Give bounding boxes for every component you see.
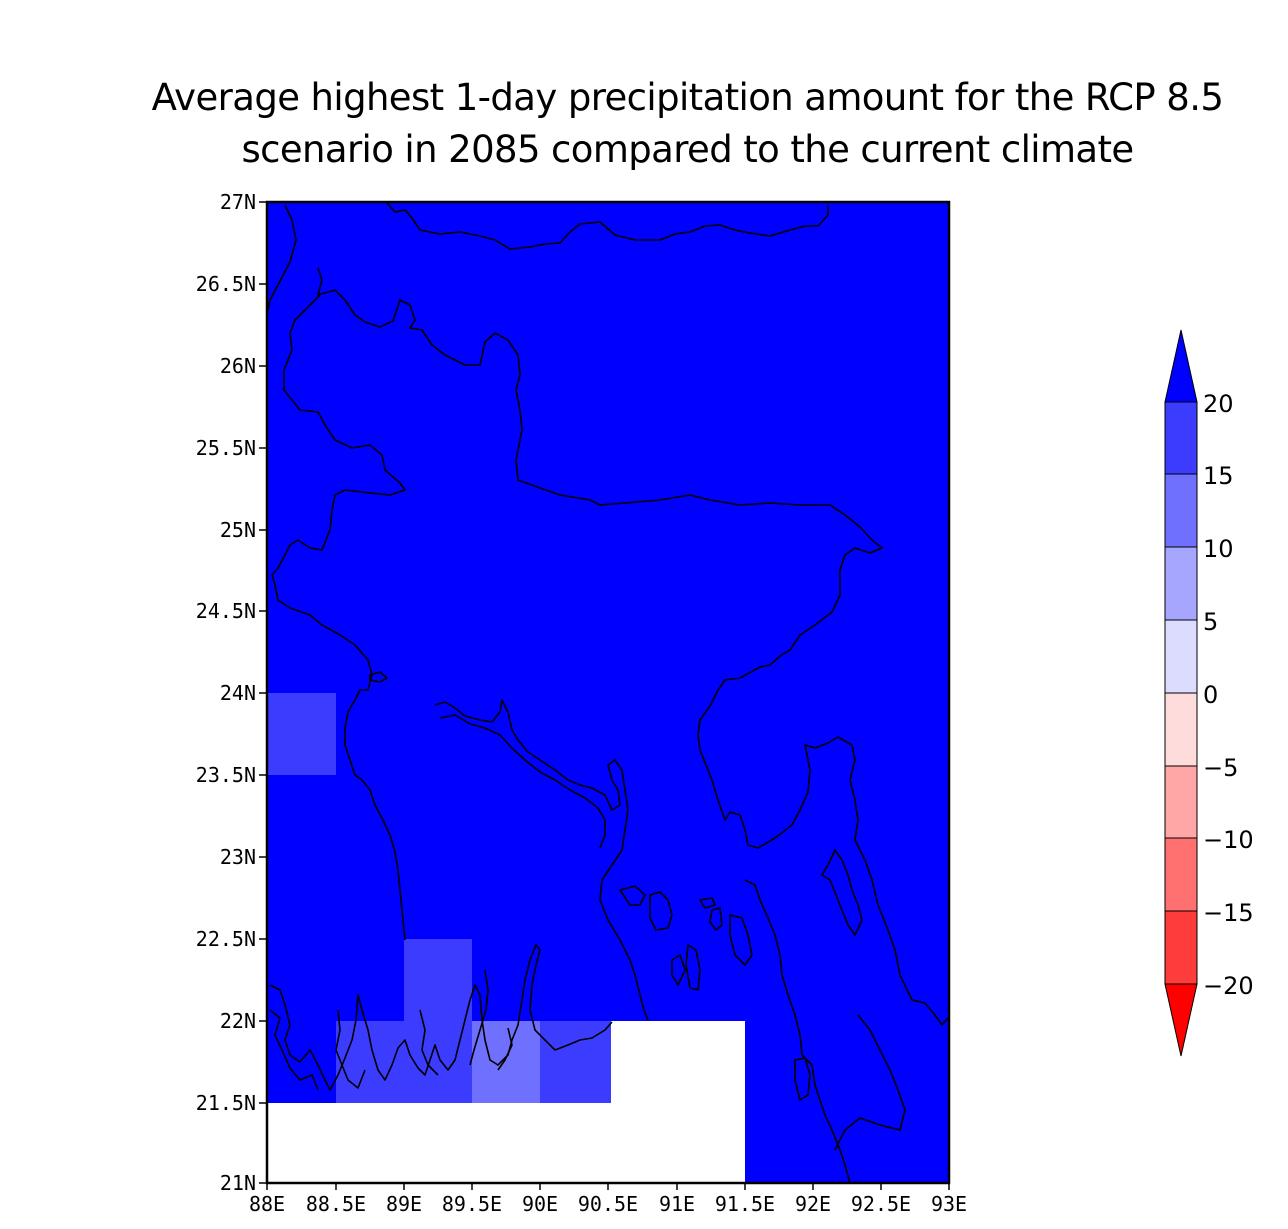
lon-label: 92E [795, 1192, 831, 1216]
lon-labels: 88E 88.5E 89E 89.5E 90E 90.5E 91E 91.5E … [249, 1192, 967, 1216]
cell-88E-23.5N [267, 693, 336, 775]
title-line-1: Average highest 1-day precipitation amou… [151, 76, 1224, 119]
lon-label: 88E [249, 1192, 285, 1216]
lon-label: 92.5E [851, 1192, 911, 1216]
colorbar-label: 10 [1203, 535, 1234, 563]
lat-label: 24N [220, 681, 256, 705]
colorbar-bottom-arrow [1164, 983, 1198, 1057]
lat-label: 21.5N [196, 1091, 256, 1115]
colorbar-label: 5 [1203, 608, 1218, 636]
lat-label: 23.5N [196, 763, 256, 787]
cell-90E-21.5N [540, 1021, 611, 1103]
colorbar-label: 20 [1203, 390, 1234, 418]
colorbar-segment-m10-m5 [1164, 765, 1198, 839]
lat-label: 27N [220, 190, 256, 214]
map-area [267, 202, 949, 1183]
lon-label: 89E [386, 1192, 422, 1216]
colorbar-labels: 20 15 10 5 0 −5 −10 −15 −20 [1203, 390, 1254, 1000]
lat-label: 22.5N [196, 927, 256, 951]
colorbar-label: −15 [1203, 899, 1254, 927]
lon-label: 88.5E [306, 1192, 366, 1216]
lat-label: 23N [220, 845, 256, 869]
coastline-borders [267, 202, 949, 1184]
cell-89E-22N [404, 939, 472, 1021]
colorbar-segment-5-10 [1164, 546, 1198, 621]
title-line-2: scenario in 2085 compared to the current… [241, 128, 1134, 171]
lon-label: 90.5E [578, 1192, 638, 1216]
lat-label: 21N [220, 1171, 256, 1195]
lat-label: 25N [220, 518, 256, 542]
colorbar-segment-0-5 [1164, 619, 1198, 694]
colorbar-segment-m5-0 [1164, 692, 1198, 767]
lat-labels: 27N 26.5N 26N 25.5N 25N 24.5N 24N 23.5N … [196, 190, 256, 1195]
colorbar [1164, 329, 1198, 1057]
lat-label: 25.5N [196, 436, 256, 460]
colorbar-segment-15-20 [1164, 401, 1198, 475]
colorbar-segment-m20-m15 [1164, 910, 1198, 985]
lon-ticks [266, 1183, 950, 1190]
cell-88.5E-21.5N [336, 1021, 472, 1103]
chart-title: Average highest 1-day precipitation amou… [130, 72, 1245, 176]
colorbar-label: 15 [1203, 462, 1234, 490]
lat-label: 22N [220, 1009, 256, 1033]
colorbar-label: 0 [1203, 681, 1218, 709]
lat-label: 26.5N [196, 272, 256, 296]
no-data-region-south [267, 1103, 745, 1183]
lon-label: 89.5E [442, 1192, 502, 1216]
colorbar-label: −5 [1203, 754, 1238, 782]
lat-ticks [259, 201, 267, 1184]
colorbar-segment-10-15 [1164, 473, 1198, 548]
colorbar-label: −20 [1203, 972, 1254, 1000]
colorbar-top-arrow [1164, 329, 1198, 403]
lat-label: 24.5N [196, 599, 256, 623]
lon-label: 91E [659, 1192, 695, 1216]
lon-label: 90E [522, 1192, 558, 1216]
lon-label: 93E [931, 1192, 967, 1216]
cell-89.5E-21.5N [472, 1021, 540, 1103]
colorbar-label: −10 [1203, 826, 1254, 854]
lat-label: 26N [220, 354, 256, 378]
colorbar-segment-m15-m10 [1164, 837, 1198, 912]
lon-label: 91.5E [715, 1192, 775, 1216]
